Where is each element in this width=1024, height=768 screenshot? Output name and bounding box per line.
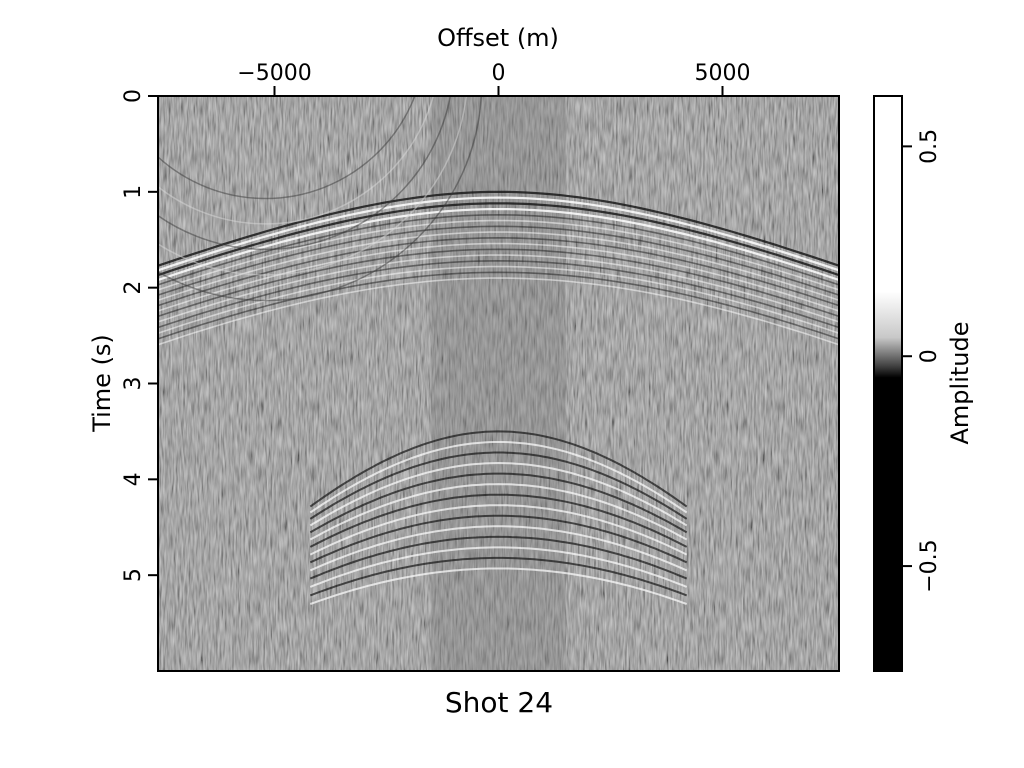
reflection-event bbox=[158, 202, 839, 277]
colorbar: −0.5 0 0.5 Amplitude bbox=[873, 95, 974, 672]
colorbar-label: Amplitude bbox=[946, 322, 974, 445]
x-tick-label: 0 bbox=[492, 61, 506, 86]
diffraction-event bbox=[309, 546, 688, 588]
diffraction-event bbox=[309, 504, 688, 556]
reflection-event bbox=[158, 248, 839, 318]
shallow-arc bbox=[158, 96, 434, 225]
near-offset-noise-band bbox=[431, 96, 566, 671]
reflection-event bbox=[158, 208, 839, 282]
colorbar-scale bbox=[873, 95, 903, 672]
diffraction-event bbox=[309, 451, 688, 520]
diffraction-event bbox=[309, 567, 688, 605]
shallow-arc bbox=[158, 96, 452, 251]
reflection-event bbox=[158, 236, 839, 307]
reflection-event bbox=[158, 271, 839, 340]
shallow-arc bbox=[158, 96, 482, 301]
seismic-image bbox=[158, 96, 839, 671]
diffraction-event bbox=[309, 493, 688, 548]
colorbar-tick-label: 0.5 bbox=[917, 129, 942, 164]
diffraction-event bbox=[309, 430, 688, 508]
reflection-event bbox=[158, 231, 839, 302]
diffraction-event bbox=[309, 461, 688, 527]
plot-title: Shot 24 bbox=[445, 686, 553, 719]
colorbar-ticks: −0.5 0 0.5 bbox=[902, 129, 942, 593]
diffraction-event bbox=[309, 525, 688, 572]
seismic-events bbox=[158, 96, 839, 671]
diffraction-event bbox=[309, 514, 688, 564]
shallow-arc bbox=[158, 96, 416, 200]
y-tick-label: 4 bbox=[121, 472, 146, 486]
colorbar-tick-label: −0.5 bbox=[917, 539, 942, 592]
diffraction-event bbox=[309, 535, 688, 580]
reflection-event bbox=[158, 225, 839, 296]
y-tick-label: 0 bbox=[121, 89, 146, 103]
diffraction-event bbox=[309, 472, 688, 534]
diffraction-event bbox=[309, 483, 688, 541]
reflection-event bbox=[158, 242, 839, 312]
colorbar-tick-label: 0 bbox=[917, 349, 942, 363]
reflection-event bbox=[158, 265, 839, 334]
diffraction-event bbox=[309, 556, 688, 597]
reflection-event bbox=[158, 254, 839, 323]
x-axis-title: Offset (m) bbox=[437, 24, 559, 52]
x-tick-label: 5000 bbox=[695, 61, 751, 86]
x-tick-label: −5000 bbox=[237, 61, 311, 86]
reflection-event bbox=[158, 259, 839, 329]
y-tick-label: 1 bbox=[121, 185, 146, 199]
y-axis-title: Time (s) bbox=[88, 334, 116, 433]
y-axis: 0 1 2 3 4 5 bbox=[121, 89, 158, 582]
reflection-event bbox=[158, 196, 839, 272]
shallow-arc bbox=[158, 96, 467, 276]
y-tick-label: 2 bbox=[121, 281, 146, 295]
y-tick-label: 3 bbox=[121, 377, 146, 391]
y-tick-label: 5 bbox=[121, 568, 146, 582]
reflection-event bbox=[158, 219, 839, 291]
reflection-event bbox=[158, 277, 839, 346]
x-axis: −5000 0 5000 bbox=[237, 61, 751, 96]
reflection-event bbox=[158, 190, 839, 267]
diffraction-event bbox=[309, 441, 688, 514]
